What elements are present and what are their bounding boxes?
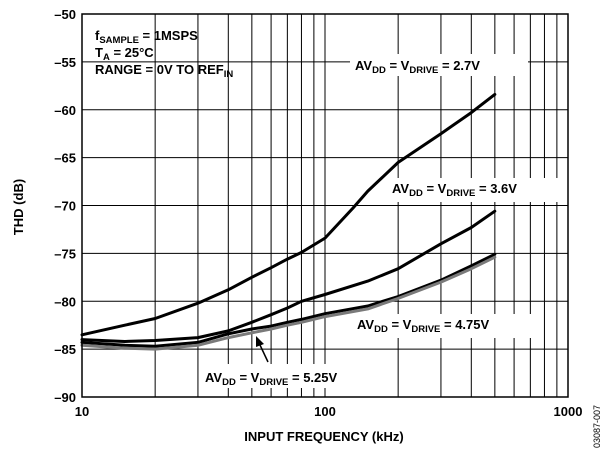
- figure-id: 03087-007: [592, 405, 602, 448]
- y-tick-label: –50: [54, 7, 76, 22]
- y-tick-label: –55: [54, 55, 76, 70]
- series-label-5-25v: AVDD = VDRIVE = 5.25V: [200, 364, 388, 388]
- y-tick-label: –90: [54, 390, 76, 405]
- y-tick-label: –75: [54, 246, 76, 261]
- y-tick-label: –70: [54, 199, 76, 214]
- test-conditions: fSAMPLE = 1MSPS TA = 25°C RANGE = 0V TO …: [95, 28, 233, 80]
- series-line-0: [80, 92, 497, 337]
- svg-text:fSAMPLE = 1MSPS: fSAMPLE = 1MSPS: [95, 28, 198, 46]
- svg-text:AVDD = VDRIVE = 5.25V: AVDD = VDRIVE = 5.25V: [205, 370, 338, 388]
- series-line-1: [80, 209, 497, 343]
- svg-text:AVDD = VDRIVE = 4.75V: AVDD = VDRIVE = 4.75V: [357, 317, 490, 335]
- x-tick-label: 10: [75, 404, 89, 419]
- svg-text:RANGE = 0V TO REFIN: RANGE = 0V TO REFIN: [95, 62, 233, 80]
- x-tick-label: 1000: [554, 404, 583, 419]
- x-tick-label: 100: [314, 404, 336, 419]
- series-line-3: [80, 255, 497, 351]
- series-line-2: [80, 252, 497, 348]
- y-tick-label: –80: [54, 294, 76, 309]
- plot-frame: [81, 13, 569, 398]
- series-label-2-7v: AVDD = VDRIVE = 2.7V: [350, 54, 528, 76]
- x-axis-title: INPUT FREQUENCY (kHz): [244, 429, 403, 444]
- svg-text:AVDD = VDRIVE = 3.6V: AVDD = VDRIVE = 3.6V: [392, 181, 517, 199]
- y-tick-label: –65: [54, 151, 76, 166]
- y-axis-title: THD (dB): [11, 179, 26, 235]
- series-lines: [80, 92, 497, 351]
- svg-text:TA = 25°C: TA = 25°C: [95, 45, 154, 63]
- y-tick-label: –85: [54, 342, 76, 357]
- annotation-arrow: [256, 336, 269, 363]
- series-label-3-6v: AVDD = VDRIVE = 3.6V: [387, 178, 565, 202]
- svg-text:AVDD = VDRIVE = 2.7V: AVDD = VDRIVE = 2.7V: [355, 58, 480, 76]
- series-label-4-75v: AVDD = VDRIVE = 4.75V: [352, 314, 540, 338]
- y-tick-label: –60: [54, 103, 76, 118]
